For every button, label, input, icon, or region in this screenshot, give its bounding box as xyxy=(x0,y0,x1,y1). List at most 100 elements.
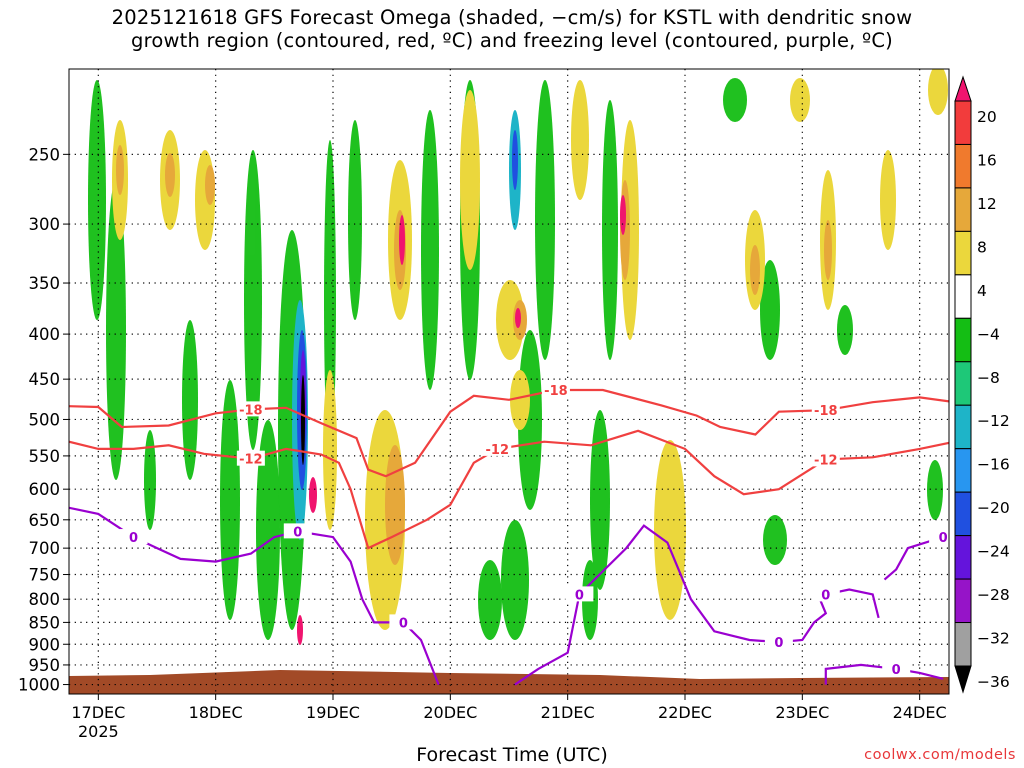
colorbar-segment xyxy=(954,143,972,189)
contour-label-bg xyxy=(236,401,265,417)
x-tick-label: 22DEC xyxy=(658,703,712,722)
colorbar-label: 20 xyxy=(977,108,997,126)
contour-label-bg xyxy=(811,402,840,418)
contour-label-bg xyxy=(541,382,570,398)
contour-line xyxy=(69,388,949,478)
colorbar-label: 4 xyxy=(977,282,987,300)
colorbar-label: −16 xyxy=(977,456,1010,474)
x-tick-label: 17DEC xyxy=(71,703,125,722)
contour-label-bg xyxy=(389,614,418,630)
plot-frame xyxy=(68,68,950,695)
colorbar-bottom-arrow xyxy=(954,665,972,694)
ground-shape xyxy=(69,670,949,694)
contour-label-bg xyxy=(929,529,958,545)
contour-label-bg xyxy=(565,586,594,602)
x-tick-label: 24DEC xyxy=(893,703,947,722)
colorbar-segment xyxy=(954,230,972,276)
grid-layer xyxy=(69,69,949,694)
contour-label: 0 xyxy=(774,636,783,651)
colorbar-label: −24 xyxy=(977,543,1010,561)
x-tick-label: 20DEC xyxy=(423,703,477,722)
x-tick-label: 23DEC xyxy=(775,703,829,722)
colorbar-segment xyxy=(954,187,972,232)
contour-label-bg xyxy=(811,451,840,467)
colorbar-label: 16 xyxy=(977,151,997,169)
chart-title: 2025121618 GFS Forecast Omega (shaded, −… xyxy=(0,6,1024,52)
colorbar-segment xyxy=(954,535,972,580)
contour-label-bg xyxy=(811,586,840,602)
contour-label: 0 xyxy=(293,525,302,540)
y-tick-label: 950 xyxy=(29,656,61,675)
colorbar: 20 16 12 8 4 −4 −8 −12 −16 −20 −24 −28 −32 −36 xyxy=(954,75,1010,694)
colorbar-label: −32 xyxy=(977,630,1010,648)
colorbar-label: −8 xyxy=(977,369,1000,387)
omega-shading-green xyxy=(88,78,943,640)
y-tick-label: 400 xyxy=(29,325,61,344)
credit-text: coolwx.com/models xyxy=(864,747,1016,763)
omega-shading-red xyxy=(297,195,626,645)
contour-line xyxy=(883,535,949,581)
contour-label: -18 xyxy=(544,384,568,399)
colorbar-segment xyxy=(954,404,972,450)
colorbar-label: 12 xyxy=(977,195,997,213)
x-tick-label: 18DEC xyxy=(189,703,243,722)
colorbar-top-arrow xyxy=(954,75,972,102)
y-tick-label: 1000 xyxy=(18,676,60,695)
y-tick-label: 350 xyxy=(29,274,61,293)
contour-line xyxy=(824,663,944,685)
contour-line xyxy=(69,429,949,550)
contour-label: 0 xyxy=(399,616,408,631)
y-tick-label: 700 xyxy=(29,539,61,558)
colorbar-segment xyxy=(954,100,972,145)
colorbar-segment xyxy=(954,578,972,624)
colorbar-label: −4 xyxy=(977,325,1000,343)
contour-label: -12 xyxy=(239,453,263,468)
contour-label-bg xyxy=(882,660,911,676)
contour-label-bg xyxy=(764,634,793,650)
y-tick-label: 300 xyxy=(29,215,61,234)
contour-label: -18 xyxy=(239,403,263,418)
contour-label-bg xyxy=(236,450,265,466)
contour-label-layer: -18 -18 -18 -12 -12 -12 0 0 0 0 0 0 0 0 xyxy=(119,382,958,678)
omega-shading-layer xyxy=(88,69,948,645)
chart-title-line1: 2025121618 GFS Forecast Omega (shaded, −… xyxy=(111,6,913,29)
contour-label-bg xyxy=(483,440,512,456)
x-axis-title: Forecast Time (UTC) xyxy=(416,744,608,766)
x-tick-label: 21DEC xyxy=(541,703,595,722)
x-tick-label: 19DEC xyxy=(306,703,360,722)
colorbar-segment xyxy=(954,448,972,493)
colorbar-segment xyxy=(954,317,972,363)
contour-label: 0 xyxy=(129,531,138,546)
chart-title-line2: growth region (contoured, red, ºC) and f… xyxy=(131,29,893,52)
y-tick-label: 900 xyxy=(29,635,61,654)
contour-label: -12 xyxy=(486,443,510,458)
colorbar-label: −20 xyxy=(977,499,1010,517)
ground-layer xyxy=(69,670,949,694)
contour-label: -12 xyxy=(814,453,838,468)
colorbar-label: −12 xyxy=(977,412,1010,430)
contour-label: 0 xyxy=(939,531,948,546)
x-year-label: 2025 xyxy=(78,722,119,741)
colorbar-segment xyxy=(954,491,972,537)
contour-label-bg xyxy=(283,523,312,539)
y-axis: 250 300 350 400 450 500 550 600 650 700 750 800 850 9… xyxy=(18,145,69,695)
contour-label: 0 xyxy=(575,588,584,603)
y-tick-label: 550 xyxy=(29,447,61,466)
colorbar-label: −28 xyxy=(977,586,1010,604)
y-tick-label: 450 xyxy=(29,370,61,389)
colorbar-label: −36 xyxy=(977,673,1010,691)
colorbar-segment xyxy=(954,274,972,319)
y-tick-label: 850 xyxy=(29,613,61,632)
y-tick-label: 650 xyxy=(29,511,61,530)
y-tick-label: 750 xyxy=(29,566,61,585)
contour-label-bg xyxy=(119,529,148,545)
contour-label: 0 xyxy=(821,588,830,603)
y-tick-label: 250 xyxy=(29,145,61,164)
y-tick-label: 600 xyxy=(29,480,61,499)
colorbar-segment xyxy=(954,622,972,667)
colorbar-segment xyxy=(954,361,972,406)
contour-label: -18 xyxy=(814,404,838,419)
y-tick-label: 800 xyxy=(29,590,61,609)
x-axis: 17DEC 18DEC 19DEC 20DEC 21DEC 22DEC 23DEC 24DEC… xyxy=(71,694,947,741)
